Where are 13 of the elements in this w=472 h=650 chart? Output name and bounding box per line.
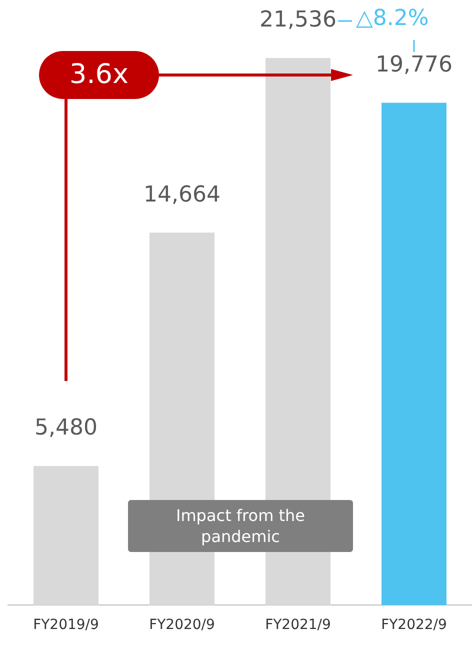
x-tick-label: FY2020/9 bbox=[149, 617, 215, 634]
data-label: 14,664 bbox=[144, 182, 220, 208]
data-label: 21,536 bbox=[260, 8, 336, 33]
data-label: 19,776 bbox=[376, 52, 452, 78]
text: △8.2% bbox=[356, 6, 429, 31]
annotation: 3.6x bbox=[39, 51, 159, 99]
note-box: Impact from the pandemic bbox=[128, 500, 353, 552]
bar bbox=[34, 466, 98, 606]
x-tick-label: FY2021/9 bbox=[265, 617, 331, 634]
data-label: 5,480 bbox=[34, 416, 98, 441]
x-tick-label: FY2019/9 bbox=[33, 617, 99, 634]
x-tick-label: FY2022/9 bbox=[381, 617, 447, 634]
bar bbox=[382, 102, 446, 606]
